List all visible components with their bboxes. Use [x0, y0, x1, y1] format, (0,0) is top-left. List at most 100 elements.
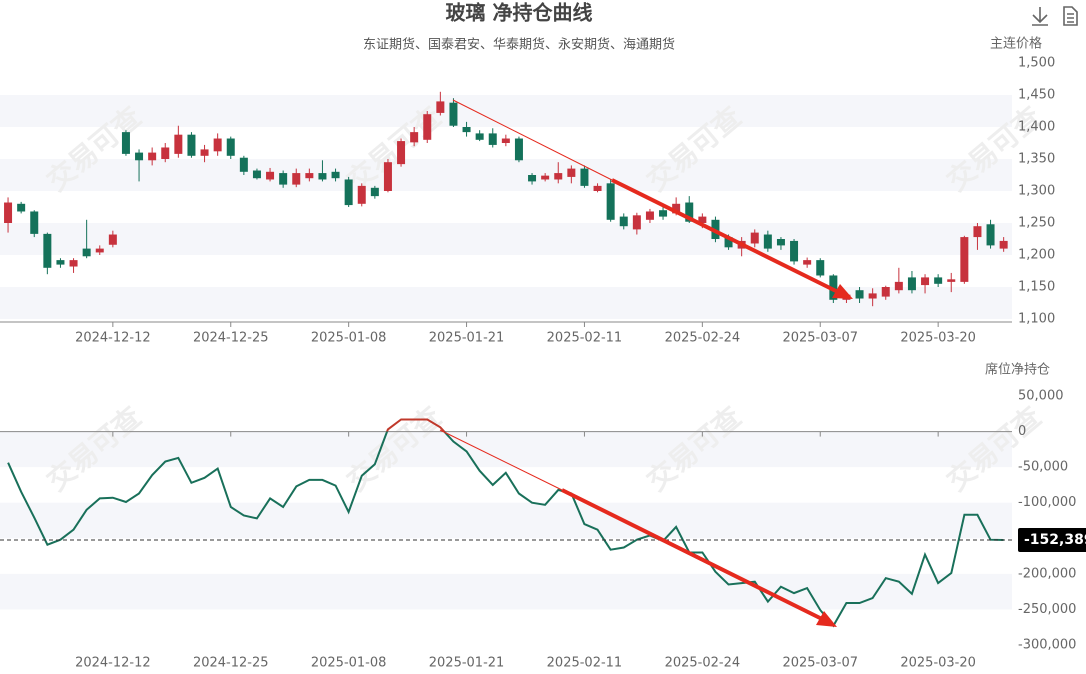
- grid-band: [0, 223, 1012, 255]
- candle-body: [567, 168, 576, 177]
- candle-body: [266, 171, 275, 180]
- candle-body: [619, 216, 628, 227]
- candle-body: [973, 226, 982, 238]
- candle-body: [475, 133, 484, 140]
- candle-body: [685, 202, 694, 222]
- candle-body: [17, 203, 26, 212]
- candle-body: [514, 138, 523, 161]
- candle-body: [501, 138, 510, 143]
- y-tick-label: -50,000: [1018, 460, 1068, 475]
- candle-body: [305, 173, 314, 179]
- candle-body: [383, 162, 392, 191]
- candle-body: [528, 175, 537, 182]
- candle-body: [554, 173, 563, 180]
- candle-body: [645, 211, 654, 220]
- candle-body: [410, 132, 419, 143]
- grid-band: [0, 95, 1012, 127]
- mark-line-label: -152,389: [1024, 532, 1086, 548]
- candle-body: [69, 260, 78, 267]
- annotation-arrows: [439, 99, 853, 627]
- x-tick-label: 2025-02-11: [547, 331, 623, 346]
- y-tick-label: 50,000: [1018, 389, 1064, 404]
- chart-title: 玻璃 净持仓曲线: [446, 1, 593, 25]
- y-axis-title: 主连价格: [990, 36, 1042, 52]
- candle-body: [108, 234, 117, 245]
- x-tick-label: 2025-03-07: [782, 331, 858, 346]
- x-tick-label: 2025-01-21: [429, 331, 505, 346]
- x-tick-label: 2025-01-08: [311, 656, 387, 671]
- grid-band: [0, 159, 1012, 191]
- y-tick-label: 1,300: [1018, 184, 1055, 199]
- y-tick-label: -100,000: [1018, 495, 1076, 510]
- candle-body: [30, 211, 39, 234]
- candle-body: [790, 240, 799, 262]
- candle-body: [95, 248, 104, 253]
- grid-band: [0, 431, 1012, 468]
- y-tick-label: -250,000: [1018, 602, 1076, 617]
- candle-body: [462, 127, 471, 133]
- x-tick-label: 2025-02-24: [665, 331, 741, 346]
- candle-body: [659, 210, 668, 217]
- candle-body: [921, 277, 930, 286]
- candle-body: [292, 173, 301, 185]
- data-view-icon[interactable]: [1063, 6, 1078, 26]
- candle-body: [252, 170, 261, 179]
- grid-band: [0, 502, 1012, 539]
- candle-body: [999, 240, 1008, 249]
- candle-body: [776, 239, 785, 246]
- candle-body: [344, 179, 353, 206]
- x-tick-label: 2025-02-11: [547, 656, 623, 671]
- candle-body: [226, 138, 235, 156]
- candle-body: [580, 168, 589, 186]
- candle-body: [894, 281, 903, 291]
- candle-body: [239, 157, 248, 172]
- y-axis-title: 席位净持仓: [985, 362, 1050, 378]
- candle-body: [357, 185, 366, 204]
- candle-body: [397, 141, 406, 165]
- mark-line-label-box: [1018, 527, 1086, 552]
- y-tick-label: -300,000: [1018, 638, 1076, 653]
- candle-body: [135, 152, 144, 161]
- candle-body: [724, 237, 733, 248]
- x-tick-label: 2025-02-24: [665, 656, 741, 671]
- candle-body: [279, 173, 288, 185]
- y-tick-label: 1,250: [1018, 216, 1055, 231]
- candle-body: [449, 102, 458, 126]
- candle-body: [436, 101, 445, 113]
- background: [0, 95, 1012, 610]
- candle-body: [934, 277, 943, 284]
- y-tick-label: 1,200: [1018, 248, 1055, 263]
- candle-body: [907, 277, 916, 291]
- candle-body: [488, 133, 497, 145]
- candle-body: [593, 185, 602, 191]
- x-tick-label: 2024-12-25: [193, 656, 269, 671]
- y-tick-label: 0: [1018, 424, 1026, 439]
- x-tick-label: 2025-03-07: [782, 656, 858, 671]
- x-tick-label: 2024-12-12: [75, 331, 151, 346]
- trend-line: [452, 99, 613, 181]
- trend-line: [439, 429, 563, 491]
- candle-body: [318, 173, 327, 180]
- x-tick-label: 2025-01-08: [311, 331, 387, 346]
- arrow-head: [816, 611, 837, 627]
- candle-body: [855, 290, 864, 299]
- candle-body: [986, 224, 995, 246]
- net-position-line: [7, 418, 1004, 628]
- candle-body: [803, 260, 812, 265]
- candle-body: [960, 237, 969, 282]
- candle-body: [541, 175, 550, 180]
- y-tick-label: -200,000: [1018, 566, 1076, 581]
- download-icon[interactable]: [1032, 7, 1048, 26]
- candle-body: [632, 215, 641, 230]
- candle-body: [331, 171, 340, 179]
- y-tick-label: 1,400: [1018, 120, 1055, 135]
- plot: 1,100 1,150 1,200 1,250 1,300 1,350 1,400 1,450…: [0, 56, 1086, 671]
- candle-body: [56, 260, 65, 265]
- candle-body: [672, 203, 681, 214]
- x-tick-label: 2025-03-20: [900, 656, 976, 671]
- candle-body: [43, 233, 52, 268]
- candle-body: [816, 260, 825, 276]
- candle-body: [881, 287, 890, 297]
- candle-body: [868, 293, 877, 299]
